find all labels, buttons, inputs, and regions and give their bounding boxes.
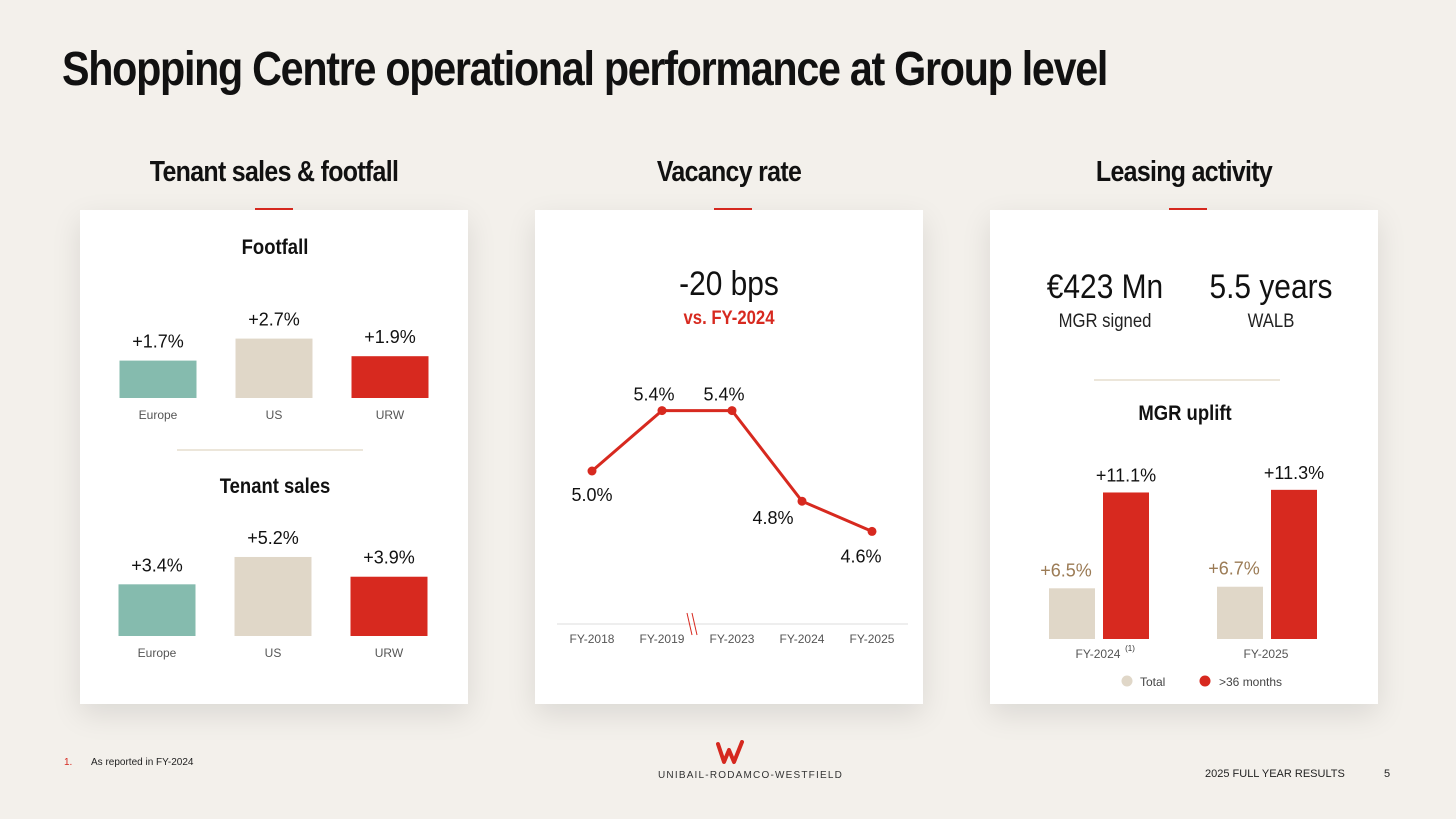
vacancy-point [657, 406, 667, 416]
vacancy-category-label: FY-2019 [640, 632, 685, 646]
mgr-total-label: +6.5% [1040, 560, 1092, 580]
mgr-total-label: +6.7% [1208, 559, 1260, 579]
tenant-sales-category-label: US [265, 646, 282, 660]
footfall-bar [119, 360, 197, 398]
mgr-category-label: FY-2025 [1244, 647, 1289, 661]
accent-line-leasing [1169, 208, 1207, 210]
vacancy-point [587, 466, 597, 476]
slide-title: Shopping Centre operational performance … [62, 43, 1108, 96]
mgr-total-bar [1217, 586, 1263, 639]
vacancy-headline-comparison: vs. FY-2024 [684, 307, 775, 328]
footfall-bar [235, 338, 313, 398]
walb-label: WALB [1248, 310, 1295, 331]
tenant-sales-category-label: URW [375, 646, 404, 660]
page-number: 5 [1384, 768, 1391, 780]
tenant-sales-data-label: +3.9% [363, 548, 415, 568]
tenant-sales-bar [118, 584, 196, 636]
axis-break-mark [686, 612, 693, 636]
mgr-36-months-label: +11.1% [1096, 465, 1156, 485]
urw-logo-icon [716, 740, 744, 764]
axis-break-mark [691, 612, 698, 636]
section-title-tenant: Tenant sales & footfall [149, 156, 399, 188]
footfall-data-label: +2.7% [248, 310, 300, 330]
vacancy-category-label: FY-2024 [780, 632, 825, 646]
leasing-card: €423 Mn MGR signed 5.5 years WALB MGR uplift… [990, 210, 1378, 704]
tenant-sales-bar [350, 576, 428, 636]
tenant-sales-bar [234, 556, 312, 636]
footfall-data-label: +1.9% [364, 327, 416, 347]
footfall-data-label: +1.7% [132, 332, 184, 352]
footfall-category-label: URW [376, 408, 405, 422]
footfall-category-label: Europe [139, 408, 178, 422]
vacancy-category-label: FY-2025 [850, 632, 895, 646]
walb-value: 5.5 years [1209, 267, 1332, 305]
vacancy-data-label: 5.4% [633, 385, 674, 405]
mgr-36-months-bar [1103, 492, 1149, 639]
section-title-leasing: Leasing activity [1095, 156, 1273, 188]
mgr-36-months-bar [1271, 489, 1317, 639]
accent-line-vacancy [714, 208, 752, 210]
mgr-total-bar [1049, 588, 1095, 639]
tenant-charts: Footfall +1.7% Europe +2.7% US +1.9% URW Tenant… [118, 236, 429, 660]
vacancy-data-label: 5.0% [571, 485, 612, 505]
footfall-category-label: US [266, 408, 283, 422]
legend-total-marker [1121, 675, 1133, 687]
mgr-category-label: FY-2024 [1076, 647, 1121, 661]
vacancy-point [797, 496, 807, 506]
vacancy-point [727, 406, 737, 416]
vacancy-category-label: FY-2018 [570, 632, 615, 646]
mgr-36-months-label: +11.3% [1264, 463, 1324, 483]
logo-text: UNIBAIL-RODAMCO-WESTFIELD [658, 770, 844, 781]
vacancy-point [867, 526, 877, 536]
legend-36-months-label: >36 months [1219, 675, 1282, 689]
vacancy-data-label: 4.6% [840, 546, 881, 566]
mgr-uplift-title: MGR uplift [1138, 402, 1232, 425]
tenant-card: Footfall +1.7% Europe +2.7% US +1.9% URW Tenant… [80, 210, 468, 704]
vacancy-chart: -20 bps vs. FY-2024 5.0% FY-2018 5.4% FY-2019… [557, 264, 908, 646]
accent-line-tenant [255, 208, 293, 210]
mgr-signed-label: MGR signed [1059, 310, 1152, 331]
footnote-number: 1. [64, 757, 73, 768]
footnote-text: As reported in FY-2024 [91, 757, 194, 768]
tenant-sales-data-label: +3.4% [131, 555, 183, 575]
vacancy-headline-value: -20 bps [679, 264, 779, 302]
vacancy-data-label: 5.4% [703, 385, 744, 405]
tenant-sales-data-label: +5.2% [247, 528, 299, 548]
tenant-sales-chart-title: Tenant sales [220, 475, 331, 498]
vacancy-data-label: 4.8% [752, 508, 793, 528]
footer-label: 2025 FULL YEAR RESULTS [1205, 768, 1345, 780]
leasing-chart: €423 Mn MGR signed 5.5 years WALB MGR uplift… [1040, 267, 1332, 689]
vacancy-card: -20 bps vs. FY-2024 5.0% FY-2018 5.4% FY-2019… [535, 210, 923, 704]
legend-36-months-marker [1199, 675, 1211, 687]
vacancy-line [591, 409, 873, 533]
tenant-sales-category-label: Europe [138, 646, 177, 660]
section-title-vacancy: Vacancy rate [656, 156, 802, 188]
mgr-category-note: (1) [1125, 644, 1135, 653]
footfall-bar [351, 356, 429, 398]
legend-total-label: Total [1140, 675, 1165, 689]
footfall-chart-title: Footfall [242, 236, 309, 259]
vacancy-category-label: FY-2023 [710, 632, 755, 646]
mgr-signed-value: €423 Mn [1047, 267, 1163, 305]
